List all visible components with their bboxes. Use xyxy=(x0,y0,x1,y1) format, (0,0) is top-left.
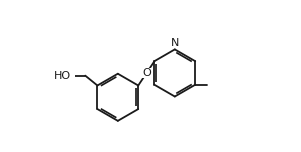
Text: N: N xyxy=(171,38,179,48)
Text: O: O xyxy=(142,68,151,78)
Text: HO: HO xyxy=(54,71,71,81)
